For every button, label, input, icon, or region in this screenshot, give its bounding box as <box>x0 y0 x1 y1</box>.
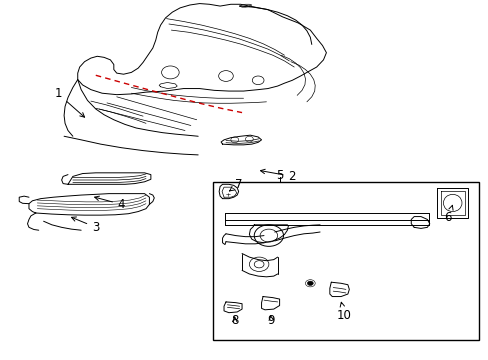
Text: 2: 2 <box>260 169 295 183</box>
Text: 7: 7 <box>229 178 242 191</box>
Text: 6: 6 <box>444 205 452 224</box>
Text: 8: 8 <box>231 314 238 327</box>
Text: 10: 10 <box>336 302 351 322</box>
Circle shape <box>307 281 313 285</box>
Text: 5: 5 <box>275 169 283 182</box>
Text: 1: 1 <box>54 87 84 117</box>
Bar <box>212 182 478 339</box>
Text: 4: 4 <box>95 196 125 211</box>
Text: 9: 9 <box>267 314 275 327</box>
Text: 3: 3 <box>71 217 99 234</box>
